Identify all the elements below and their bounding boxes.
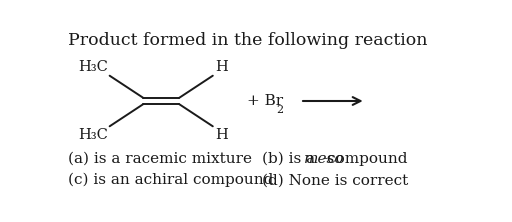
Text: (c) is an achiral compound: (c) is an achiral compound	[68, 173, 273, 187]
Text: (b) is a: (b) is a	[262, 152, 321, 166]
Text: (a) is a racemic mixture: (a) is a racemic mixture	[68, 152, 252, 166]
Text: H: H	[215, 60, 227, 74]
Text: meso: meso	[304, 152, 344, 166]
Text: H₃C: H₃C	[78, 128, 108, 142]
Text: H₃C: H₃C	[78, 60, 108, 74]
Text: (d) None is correct: (d) None is correct	[262, 173, 409, 187]
Text: -compound: -compound	[323, 152, 408, 166]
Text: H: H	[215, 128, 227, 142]
Text: Product formed in the following reaction: Product formed in the following reaction	[68, 32, 428, 49]
Text: + Br: + Br	[247, 94, 283, 108]
Text: 2: 2	[276, 105, 284, 115]
